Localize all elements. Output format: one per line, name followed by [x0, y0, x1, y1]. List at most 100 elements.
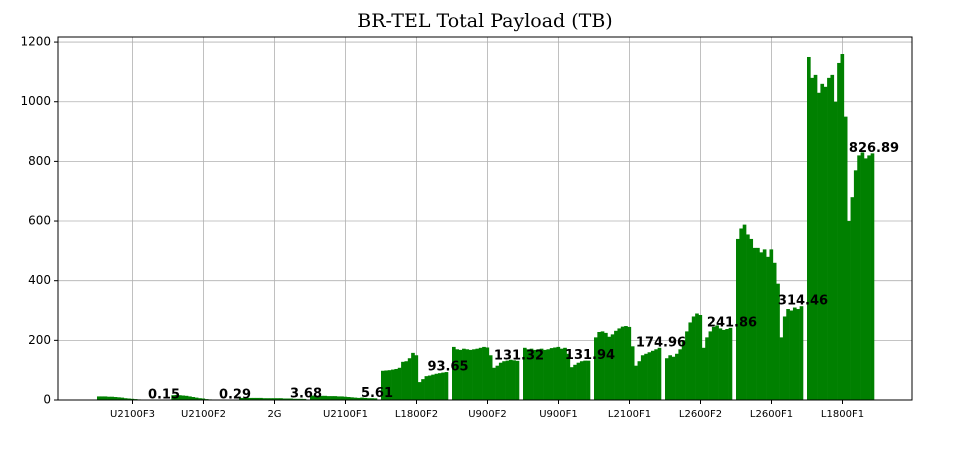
bar — [346, 397, 351, 400]
bar — [786, 309, 790, 400]
bar — [843, 116, 848, 400]
value-label: 131.94 — [565, 348, 615, 363]
bar — [407, 358, 412, 400]
bar — [485, 347, 490, 400]
bar — [691, 316, 696, 400]
bar — [594, 337, 598, 400]
bar — [252, 397, 257, 400]
bar — [563, 347, 567, 400]
bar — [431, 374, 435, 400]
y-tick-label: 600 — [28, 214, 51, 228]
bar — [340, 396, 344, 400]
bar — [178, 395, 182, 400]
bar — [576, 362, 581, 400]
bar — [647, 352, 652, 400]
bar — [586, 360, 591, 400]
bar — [262, 398, 267, 400]
bar — [194, 397, 199, 400]
bar — [424, 376, 429, 400]
bar — [441, 372, 445, 400]
bar — [850, 197, 855, 400]
bar — [434, 373, 439, 400]
bar — [326, 396, 331, 400]
bar — [127, 398, 131, 400]
y-tick-label: 1000 — [20, 94, 51, 108]
bar — [610, 334, 615, 400]
bar — [827, 77, 831, 401]
bar — [411, 352, 415, 400]
value-label: 314.46 — [778, 294, 828, 309]
bar — [526, 349, 530, 400]
bar — [617, 328, 622, 400]
bar — [512, 360, 516, 400]
bar — [285, 398, 290, 400]
y-tick-label: 200 — [28, 333, 51, 347]
bar — [113, 397, 118, 400]
bar — [313, 395, 317, 400]
bar — [789, 310, 794, 400]
bar — [536, 349, 541, 400]
bar — [455, 349, 459, 400]
x-tick-label: L2600F2 — [679, 409, 722, 420]
bar — [573, 364, 577, 400]
bar — [579, 361, 584, 400]
bar — [323, 395, 328, 400]
value-label: 174.96 — [636, 335, 686, 350]
bar — [373, 398, 378, 400]
value-label: 5.61 — [361, 386, 393, 401]
bar — [546, 349, 551, 400]
bar — [840, 54, 845, 400]
bar — [627, 326, 632, 400]
bar — [343, 396, 348, 400]
bar — [604, 332, 608, 400]
chart-title: BR-TEL Total Payload (TB) — [357, 10, 612, 32]
bar — [654, 349, 658, 400]
bar — [830, 74, 835, 400]
bar — [488, 355, 493, 400]
bar — [665, 358, 669, 400]
bar — [742, 224, 747, 400]
bar — [458, 349, 463, 400]
labels: U2100F30.15U2100F20.292G3.68U2100F15.61L… — [110, 141, 899, 420]
value-label: 826.89 — [849, 141, 899, 156]
bar — [191, 397, 196, 400]
bar — [721, 329, 726, 400]
plot-frame — [57, 36, 913, 401]
bar — [698, 314, 703, 400]
bar — [620, 326, 625, 400]
bar — [569, 367, 574, 400]
bar — [779, 337, 784, 400]
bar — [746, 234, 750, 400]
bar — [823, 86, 828, 400]
bar — [813, 74, 818, 400]
bar — [752, 247, 757, 400]
bar — [559, 348, 564, 400]
bar — [174, 394, 179, 400]
bar — [583, 360, 587, 400]
bar — [242, 397, 246, 400]
bar — [766, 256, 770, 400]
bar — [360, 397, 364, 400]
bar — [353, 397, 358, 400]
bar — [110, 396, 115, 400]
x-tick-label: L1800F1 — [821, 409, 864, 420]
bar — [718, 328, 723, 400]
bar — [397, 367, 402, 400]
bar — [675, 353, 679, 400]
bar — [739, 228, 743, 400]
bar — [292, 398, 297, 400]
bar — [427, 375, 432, 400]
bar — [472, 349, 476, 400]
bar — [853, 170, 858, 400]
bar — [482, 346, 486, 400]
bar — [181, 395, 186, 400]
bar — [245, 397, 250, 400]
bar — [817, 92, 821, 401]
bar — [807, 56, 811, 401]
bar — [607, 336, 612, 400]
bar — [736, 238, 740, 400]
bar — [100, 396, 104, 400]
bar — [508, 359, 513, 400]
bar — [640, 355, 645, 400]
